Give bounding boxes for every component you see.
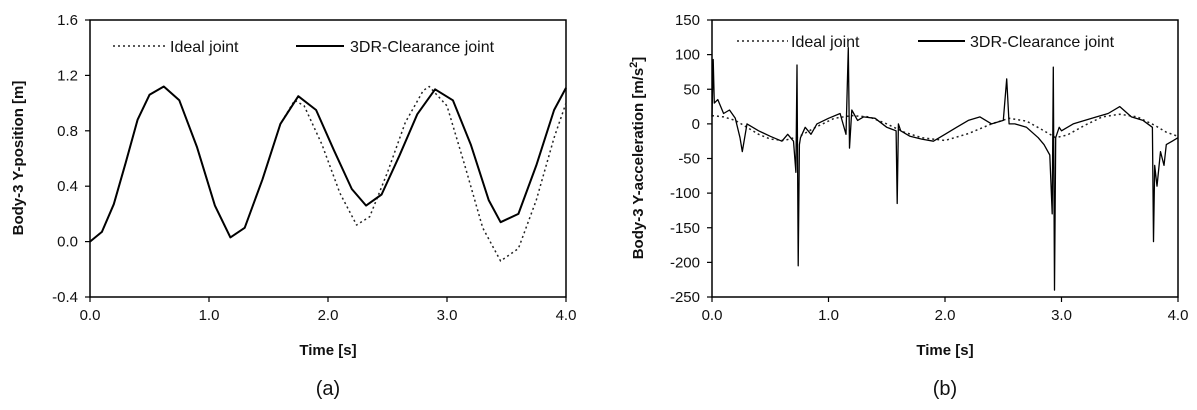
chart-a-legend-clearance-label: 3DR-Clearance joint bbox=[350, 39, 495, 56]
chart-b-ytick-label: -250 bbox=[670, 289, 700, 306]
chart-a-lines bbox=[89, 85, 567, 262]
chart-b-plot-area bbox=[711, 19, 1179, 298]
chart-b-series-clearance-line bbox=[711, 47, 1179, 291]
chart-b-xtick-label: 0.0 bbox=[702, 307, 723, 324]
chart-a-series-ideal-line bbox=[89, 85, 567, 262]
chart-a-ytick-label: -0.4 bbox=[52, 289, 78, 306]
chart-b-ticks: 0.0 1.0 2.0 3.0 4.0 -250 -200 -150 -100 -50 0 50 100… bbox=[670, 12, 1188, 324]
chart-b-ylabel-end: ] bbox=[630, 57, 647, 62]
chart-b-ytick-label: 150 bbox=[675, 12, 700, 29]
chart-b-legend-ideal-label: Ideal joint bbox=[791, 34, 860, 51]
chart-a-ytick-label: 0.0 bbox=[57, 234, 78, 251]
chart-b-ytick-label: 100 bbox=[675, 47, 700, 64]
chart-b-xtick-label: 3.0 bbox=[1051, 307, 1072, 324]
chart-a: 0.0 1.0 2.0 3.0 4.0-0.40.00.40.81.21.6 Ideal… bbox=[10, 12, 576, 400]
chart-b-lines bbox=[711, 47, 1179, 291]
chart-b: 0.0 1.0 2.0 3.0 4.0 -250 -200 -150 -100 -50 0 50 100… bbox=[628, 12, 1188, 400]
chart-b-xtick-label: 1.0 bbox=[818, 307, 839, 324]
chart-a-ytick-label: 1.2 bbox=[57, 67, 78, 84]
chart-a-xtick-label: 2.0 bbox=[318, 307, 339, 324]
chart-a-ytick-label: 0.4 bbox=[57, 178, 78, 195]
chart-b-legend: Ideal joint 3DR-Clearance joint bbox=[737, 34, 1115, 51]
chart-b-ytick-label: -100 bbox=[670, 185, 700, 202]
chart-a-legend-ideal-label: Ideal joint bbox=[170, 39, 239, 56]
chart-a-ytick-label: 1.6 bbox=[57, 12, 78, 29]
chart-b-xtick-label: 4.0 bbox=[1168, 307, 1189, 324]
chart-b-xlabel: Time [s] bbox=[916, 342, 973, 359]
chart-a-xtick-label: 1.0 bbox=[199, 307, 220, 324]
chart-a-plot-area bbox=[89, 19, 567, 298]
chart-b-xtick-label: 2.0 bbox=[935, 307, 956, 324]
chart-a-xtick-label: 4.0 bbox=[556, 307, 577, 324]
chart-a-legend: Ideal joint 3DR-Clearance joint bbox=[113, 39, 495, 56]
chart-b-ytick-label: -150 bbox=[670, 220, 700, 237]
chart-b-panel-label: (b) bbox=[933, 378, 957, 400]
chart-a-xtick-label: 0.0 bbox=[80, 307, 101, 324]
chart-b-ylabel-sup: 2 bbox=[628, 62, 640, 68]
chart-b-ylabel: Body-3 Y-acceleration [m/s2] bbox=[628, 57, 647, 260]
chart-b-series-ideal-line bbox=[711, 113, 1179, 142]
chart-b-ytick-label: -200 bbox=[670, 254, 700, 271]
chart-a-panel-label: (a) bbox=[316, 378, 340, 400]
chart-b-legend-clearance-label: 3DR-Clearance joint bbox=[970, 34, 1115, 51]
chart-b-ylabel-main: Body-3 Y-acceleration [m/s bbox=[630, 68, 647, 259]
chart-b-ytick-label: 0 bbox=[692, 116, 700, 133]
chart-a-series-clearance-line bbox=[89, 85, 567, 243]
chart-a-ylabel: Body-3 Y-position [m] bbox=[10, 81, 27, 236]
chart-b-ytick-label: -50 bbox=[678, 151, 700, 168]
chart-a-ticks: 0.0 1.0 2.0 3.0 4.0-0.40.00.40.81.21.6 bbox=[52, 12, 576, 324]
chart-a-ytick-label: 0.8 bbox=[57, 123, 78, 140]
chart-b-ytick-label: 50 bbox=[683, 81, 700, 98]
chart-a-xlabel: Time [s] bbox=[299, 342, 356, 359]
chart-a-xtick-label: 3.0 bbox=[437, 307, 458, 324]
